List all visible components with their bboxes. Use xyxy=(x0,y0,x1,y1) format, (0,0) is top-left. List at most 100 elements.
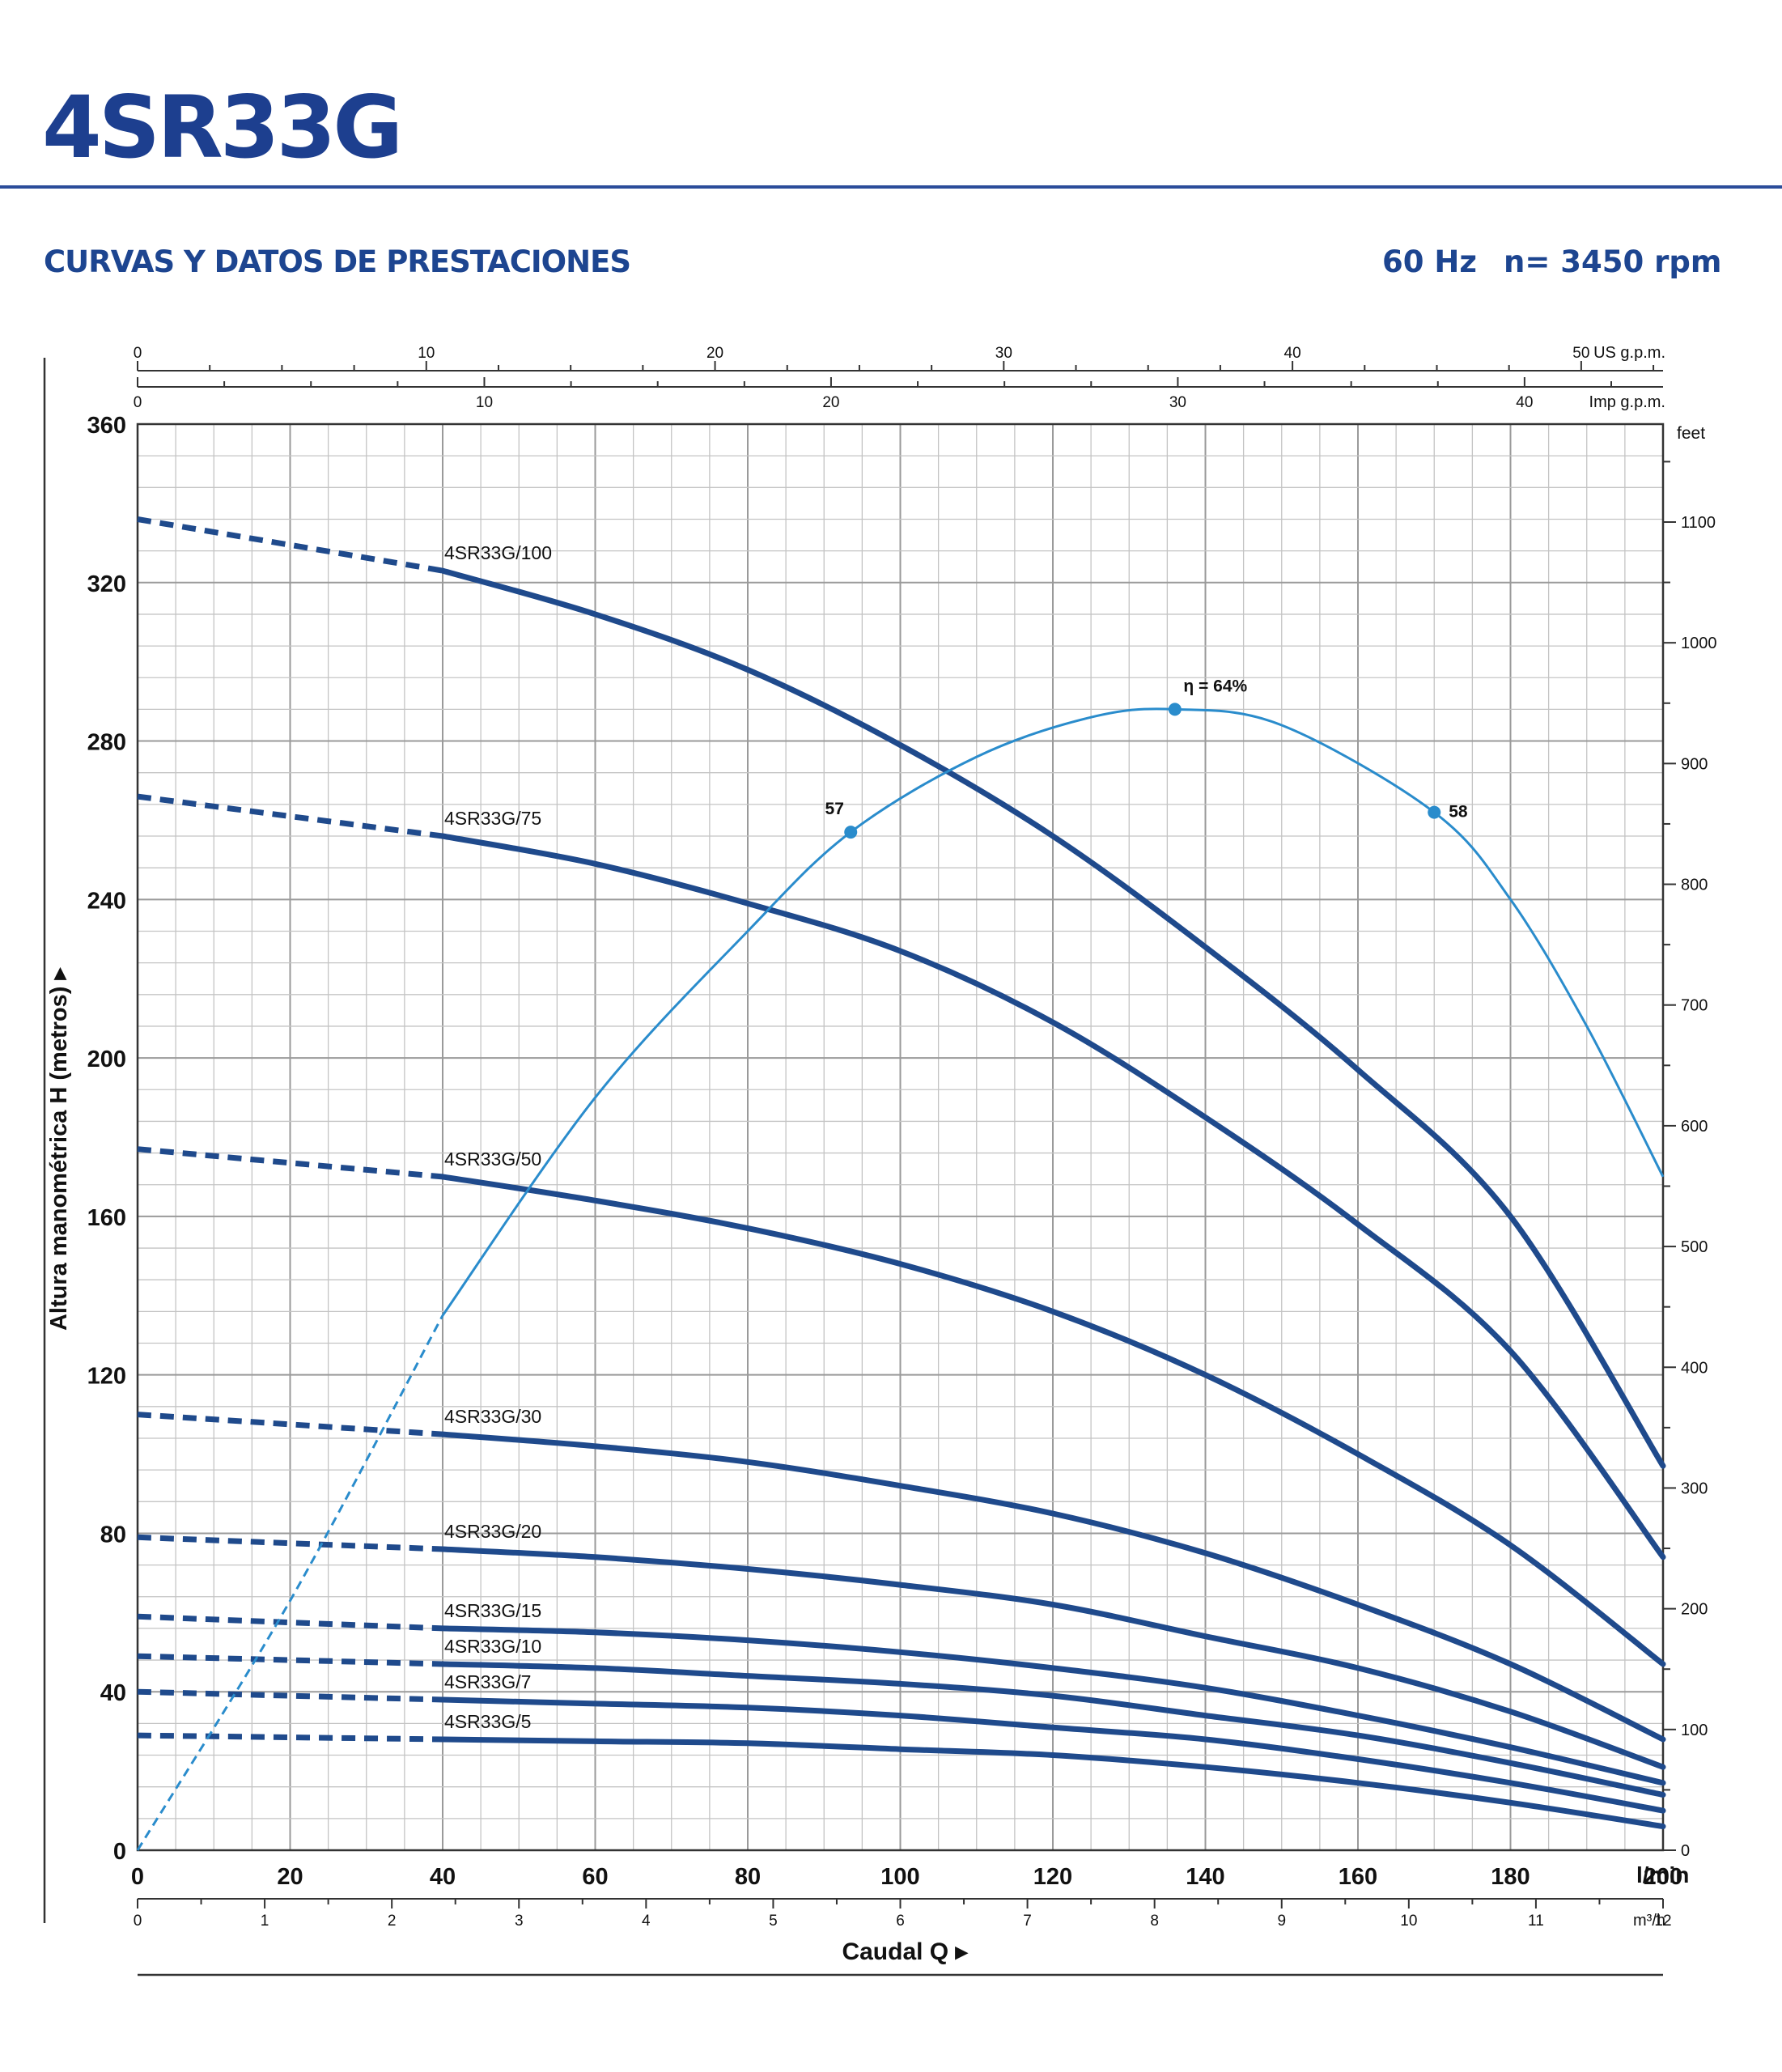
m3h-tick-label: 6 xyxy=(896,1913,905,1930)
speed-label: n= 3450 rpm xyxy=(1504,244,1722,279)
us-gpm-tick-label: 50 xyxy=(1572,345,1589,362)
feet-tick-label: 700 xyxy=(1681,997,1708,1015)
feet-tick-label: 500 xyxy=(1681,1238,1708,1256)
us-gpm-tick-label: 40 xyxy=(1284,345,1301,362)
feet-tick-label: 100 xyxy=(1681,1722,1708,1739)
y-tick-label: 80 xyxy=(100,1522,126,1548)
m3h-tick-label: 2 xyxy=(388,1913,397,1930)
series-label: 4SR33G/20 xyxy=(444,1521,541,1542)
series-label: 4SR33G/50 xyxy=(444,1149,541,1170)
efficiency-point xyxy=(1428,805,1441,819)
series-label: 4SR33G/75 xyxy=(444,808,541,829)
curve-4sr33g-7 xyxy=(439,1696,1666,1814)
y-tick-label: 360 xyxy=(87,413,126,439)
x-tick-label: 180 xyxy=(1491,1864,1530,1890)
m3h-tick-label: 0 xyxy=(134,1913,142,1930)
feet-tick-label: 1000 xyxy=(1681,635,1717,652)
curve-4sr33g-10-dashed xyxy=(137,1653,443,1667)
m3h-unit-label: m³/h xyxy=(1633,1912,1665,1930)
m3h-tick-label: 7 xyxy=(1023,1913,1032,1930)
efficiency-label: η = 64% xyxy=(1183,677,1247,695)
curve-4sr33g-30 xyxy=(439,1431,1666,1743)
x-tick-label: 40 xyxy=(430,1864,456,1890)
us-gpm-tick-label: 30 xyxy=(995,345,1012,362)
feet-tick-label: 200 xyxy=(1681,1601,1708,1619)
chart-curves xyxy=(136,516,1666,1851)
us-gpm-unit-label: US g.p.m. xyxy=(1593,344,1665,362)
m3h-tick-label: 11 xyxy=(1528,1913,1544,1930)
m3h-tick-label: 1 xyxy=(261,1913,269,1930)
curve-4sr33g-5-dashed xyxy=(137,1732,443,1743)
x-tick-label: 200 xyxy=(1644,1864,1682,1890)
efficiency-point xyxy=(844,826,858,839)
imp-gpm-tick-label: 10 xyxy=(476,394,493,411)
feet-tick-label: 300 xyxy=(1681,1480,1708,1497)
curve-4sr33g-15-dashed xyxy=(137,1613,443,1632)
curve-4sr33g-10 xyxy=(439,1661,1666,1798)
x-tick-label: 140 xyxy=(1186,1864,1224,1890)
x-unit-label: l/min xyxy=(1636,1862,1689,1887)
us-gpm-tick-label: 20 xyxy=(706,345,723,362)
feet-tick-label: 800 xyxy=(1681,877,1708,894)
efficiency-label: 58 xyxy=(1449,803,1468,822)
curve-4sr33g-100-dashed xyxy=(137,516,443,574)
x-tick-label: 120 xyxy=(1033,1864,1072,1890)
y-tick-label: 240 xyxy=(87,888,126,914)
x-tick-label: 100 xyxy=(880,1864,919,1890)
series-label: 4SR33G/100 xyxy=(444,542,552,563)
curve-4sr33g-20-dashed xyxy=(137,1534,443,1552)
series-label: 4SR33G/5 xyxy=(444,1711,531,1732)
us-gpm-tick-label: 0 xyxy=(134,345,142,362)
imp-gpm-tick-label: 30 xyxy=(1169,394,1186,411)
chart-labels: 4SR33G/100 4SR33G/75 4SR33G/50 4SR33G/30 4SR… xyxy=(444,542,1468,1732)
x-tick-label: 0 xyxy=(131,1864,144,1890)
curve-4sr33g-20 xyxy=(439,1546,1666,1770)
plot-frame xyxy=(136,422,1665,1852)
curve-4sr33g-15 xyxy=(439,1625,1666,1786)
curve-4sr33g-5 xyxy=(439,1736,1666,1830)
x-tick-label: 80 xyxy=(735,1864,761,1890)
feet-tick-label: 400 xyxy=(1681,1359,1708,1377)
feet-tick-label: 900 xyxy=(1681,755,1708,773)
m3h-tick-label: 9 xyxy=(1277,1913,1286,1930)
imp-gpm-unit-label: Imp g.p.m. xyxy=(1589,393,1665,411)
x-tick-label: 160 xyxy=(1339,1864,1377,1890)
curve-4sr33g-75-dashed xyxy=(137,793,443,839)
x-axis-title: Caudal Q ▸ xyxy=(842,1938,969,1965)
m3h-tick-label: 8 xyxy=(1150,1913,1159,1930)
model-title: 4SR33G xyxy=(42,78,403,177)
curve-4sr33g-30-dashed xyxy=(137,1412,443,1437)
curve-4sr33g-7-dashed xyxy=(137,1688,443,1703)
feet-unit-label: feet xyxy=(1677,424,1705,443)
y-tick-label: 120 xyxy=(87,1364,126,1390)
curve-4sr33g-50-dashed xyxy=(137,1146,443,1180)
series-label: 4SR33G/30 xyxy=(444,1406,541,1427)
x-tick-label: 20 xyxy=(277,1864,303,1890)
us-gpm-tick-label: 10 xyxy=(418,345,435,362)
frequency-label: 60 Hz xyxy=(1382,244,1477,279)
m3h-tick-label: 3 xyxy=(515,1913,524,1930)
curve-4sr33g-100 xyxy=(439,567,1666,1469)
series-label: 4SR33G/15 xyxy=(444,1600,541,1621)
y-tick-label: 280 xyxy=(87,730,126,756)
y-tick-label: 160 xyxy=(87,1205,126,1231)
y-tick-label: 0 xyxy=(113,1839,126,1865)
efficiency-label: 57 xyxy=(825,800,844,818)
imp-gpm-tick-label: 40 xyxy=(1516,394,1533,411)
chart-axes: 0 20 40 60 80 100 120 140 160 180 200l/min04080120… xyxy=(43,344,1717,1976)
title-divider xyxy=(0,185,1782,189)
feet-tick-label: 0 xyxy=(1681,1842,1690,1860)
m3h-tick-label: 10 xyxy=(1400,1913,1417,1930)
imp-gpm-tick-label: 0 xyxy=(134,394,142,411)
efficiency-curve xyxy=(441,707,1665,1317)
y-tick-label: 200 xyxy=(87,1047,126,1072)
imp-gpm-tick-label: 20 xyxy=(822,394,839,411)
series-label: 4SR33G/7 xyxy=(444,1671,531,1692)
feet-tick-label: 600 xyxy=(1681,1118,1708,1136)
efficiency-point xyxy=(1168,703,1182,716)
curve-4sr33g-75 xyxy=(439,833,1666,1560)
efficiency-curve-dashed xyxy=(136,1314,444,1851)
series-label: 4SR33G/10 xyxy=(444,1636,541,1657)
x-tick-label: 60 xyxy=(582,1864,608,1890)
